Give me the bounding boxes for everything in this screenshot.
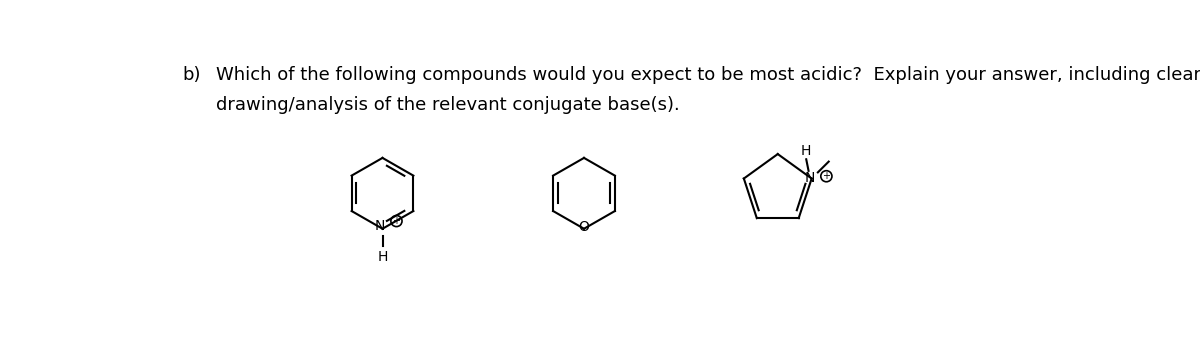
- Text: Which of the following compounds would you expect to be most acidic?  Explain yo: Which of the following compounds would y…: [216, 66, 1200, 84]
- Text: drawing/analysis of the relevant conjugate base(s).: drawing/analysis of the relevant conjuga…: [216, 96, 679, 114]
- Text: +: +: [822, 171, 830, 181]
- Text: N: N: [374, 219, 384, 234]
- Text: H: H: [800, 144, 811, 158]
- Text: N: N: [805, 171, 815, 185]
- Text: b): b): [182, 66, 202, 84]
- Text: +: +: [392, 216, 401, 226]
- Text: H: H: [377, 250, 388, 264]
- Text: O: O: [578, 220, 589, 234]
